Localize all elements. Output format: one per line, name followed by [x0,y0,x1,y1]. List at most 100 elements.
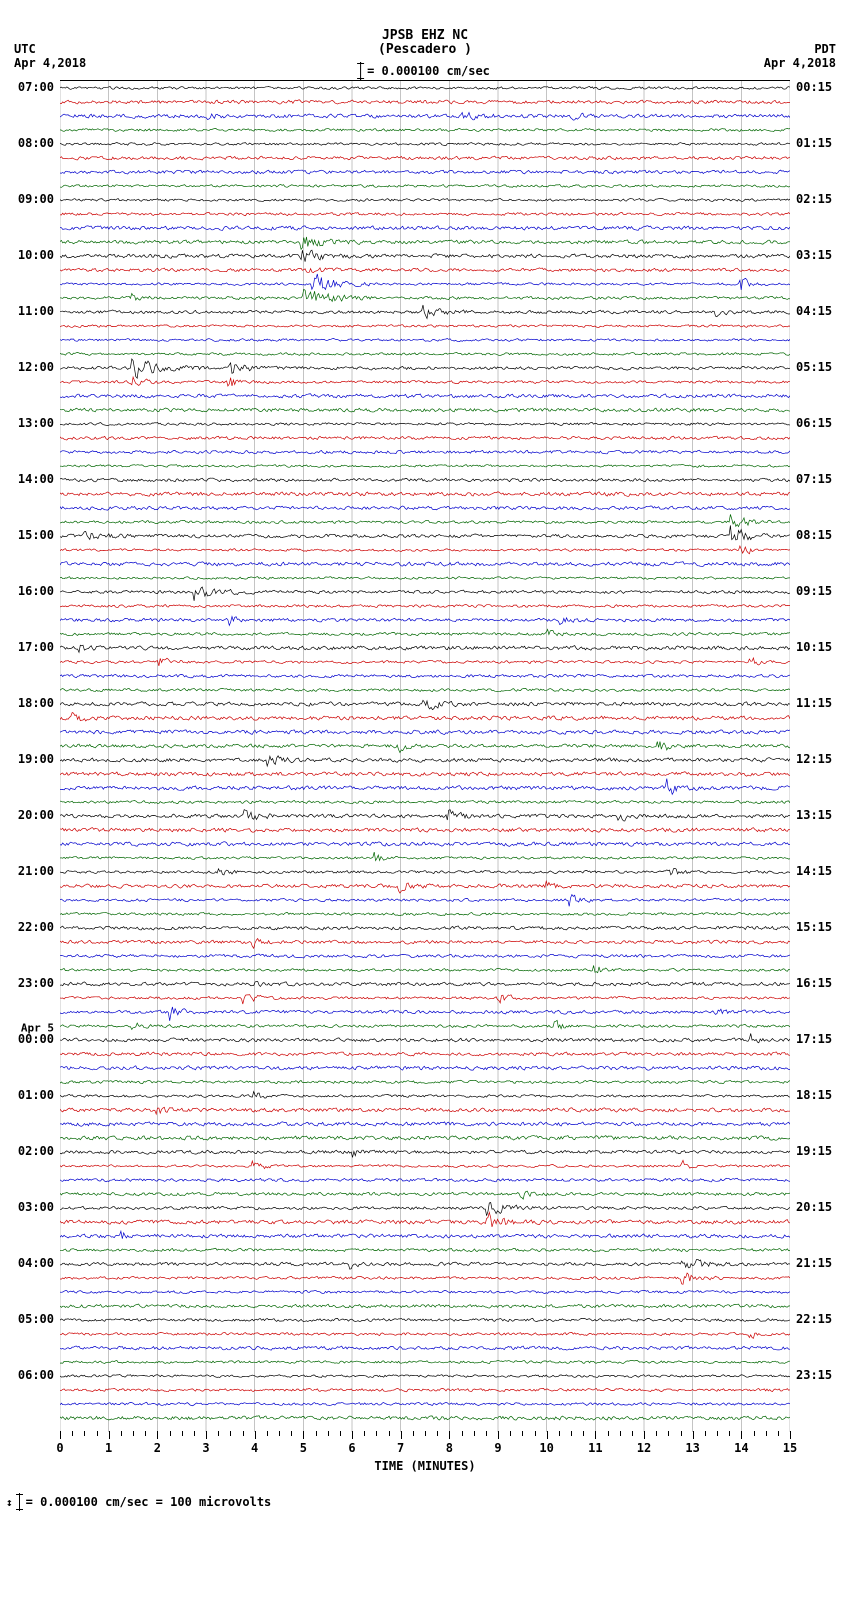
x-tick [401,1431,402,1439]
utc-hour-label: 01:00 [18,1088,54,1102]
utc-hour-label: 09:00 [18,192,54,206]
x-minor-tick [328,1431,329,1436]
x-minor-tick [170,1431,171,1436]
station-title: JPSB EHZ NC [382,28,468,43]
x-minor-tick [620,1431,621,1436]
utc-hour-label: 15:00 [18,528,54,542]
x-tick-label: 3 [202,1441,209,1455]
utc-hour-labels: 07:0008:0009:0010:0011:0012:0013:0014:00… [0,80,58,1431]
x-minor-tick [182,1431,183,1436]
x-minor-tick [340,1431,341,1436]
pdt-hour-label: 17:15 [796,1032,832,1046]
x-minor-tick [364,1431,365,1436]
x-tick [595,1431,596,1439]
x-minor-tick [194,1431,195,1436]
utc-hour-label: 19:00 [18,752,54,766]
x-minor-tick [705,1431,706,1436]
date-right-label: Apr 4,2018 [764,56,836,70]
x-tick [498,1431,499,1439]
utc-hour-label: 00:00 [18,1032,54,1046]
x-tick [109,1431,110,1439]
x-minor-tick [559,1431,560,1436]
pdt-hour-label: 11:15 [796,696,832,710]
x-minor-tick [413,1431,414,1436]
x-tick-label: 5 [300,1441,307,1455]
x-minor-tick [133,1431,134,1436]
footer-scale-label: = 0.000100 cm/sec = 100 microvolts [26,1495,272,1509]
location-title: (Pescadero ) [378,42,472,57]
x-minor-tick [267,1431,268,1436]
x-minor-tick [97,1431,98,1436]
pdt-hour-label: 13:15 [796,808,832,822]
x-minor-tick [522,1431,523,1436]
x-minor-tick [571,1431,572,1436]
x-minor-tick [84,1431,85,1436]
x-minor-tick [754,1431,755,1436]
x-minor-tick [474,1431,475,1436]
x-tick [352,1431,353,1439]
x-tick-label: 12 [637,1441,651,1455]
x-minor-tick [583,1431,584,1436]
utc-hour-label: 02:00 [18,1144,54,1158]
x-minor-tick [656,1431,657,1436]
x-minor-tick [316,1431,317,1436]
x-tick-label: 10 [539,1441,553,1455]
x-axis: 0123456789101112131415 TIME (MINUTES) [60,1431,790,1473]
utc-hour-label: 11:00 [18,304,54,318]
x-tick-label: 2 [154,1441,161,1455]
seismogram-container: JPSB EHZ NC (Pescadero ) UTC PDT Apr 4,2… [0,0,850,1511]
footer-scale: ↕ = 0.000100 cm/sec = 100 microvolts [6,1493,850,1511]
x-tick-label: 6 [348,1441,355,1455]
utc-hour-label: 14:00 [18,472,54,486]
pdt-hour-label: 10:15 [796,640,832,654]
utc-hour-label: 13:00 [18,416,54,430]
x-minor-tick [608,1431,609,1436]
x-minor-tick [279,1431,280,1436]
x-minor-tick [668,1431,669,1436]
x-tick-label: 14 [734,1441,748,1455]
pdt-hour-label: 16:15 [796,976,832,990]
x-tick [303,1431,304,1439]
x-tick-label: 13 [685,1441,699,1455]
x-minor-tick [510,1431,511,1436]
pdt-hour-label: 12:15 [796,752,832,766]
x-minor-tick [376,1431,377,1436]
date-left-label: Apr 4,2018 [14,56,86,70]
utc-hour-label: 20:00 [18,808,54,822]
pdt-hour-label: 06:15 [796,416,832,430]
x-tick [255,1431,256,1439]
x-minor-tick [72,1431,73,1436]
x-tick [741,1431,742,1439]
pdt-hour-label: 07:15 [796,472,832,486]
x-tick-label: 9 [494,1441,501,1455]
pdt-hour-label: 02:15 [796,192,832,206]
x-minor-tick [486,1431,487,1436]
x-tick [790,1431,791,1439]
pdt-hour-label: 05:15 [796,360,832,374]
x-minor-tick [425,1431,426,1436]
x-axis-label: TIME (MINUTES) [60,1459,790,1473]
x-tick-label: 4 [251,1441,258,1455]
pdt-hour-label: 20:15 [796,1200,832,1214]
x-minor-tick [218,1431,219,1436]
pdt-hour-label: 00:15 [796,80,832,94]
x-tick [206,1431,207,1439]
x-minor-tick [632,1431,633,1436]
x-minor-tick [766,1431,767,1436]
x-tick [449,1431,450,1439]
x-minor-tick [437,1431,438,1436]
utc-hour-label: 04:00 [18,1256,54,1270]
scale-bar-icon [19,1493,20,1511]
utc-hour-label: 16:00 [18,584,54,598]
x-minor-tick [243,1431,244,1436]
x-tick-label: 7 [397,1441,404,1455]
x-minor-tick [535,1431,536,1436]
x-tick-label: 1 [105,1441,112,1455]
x-minor-tick [291,1431,292,1436]
utc-hour-label: 21:00 [18,864,54,878]
utc-hour-label: 08:00 [18,136,54,150]
x-tick-label: 15 [783,1441,797,1455]
pdt-hour-labels: 00:1501:1502:1503:1504:1505:1506:1507:15… [792,80,850,1431]
pdt-hour-label: 14:15 [796,864,832,878]
utc-hour-label: 12:00 [18,360,54,374]
